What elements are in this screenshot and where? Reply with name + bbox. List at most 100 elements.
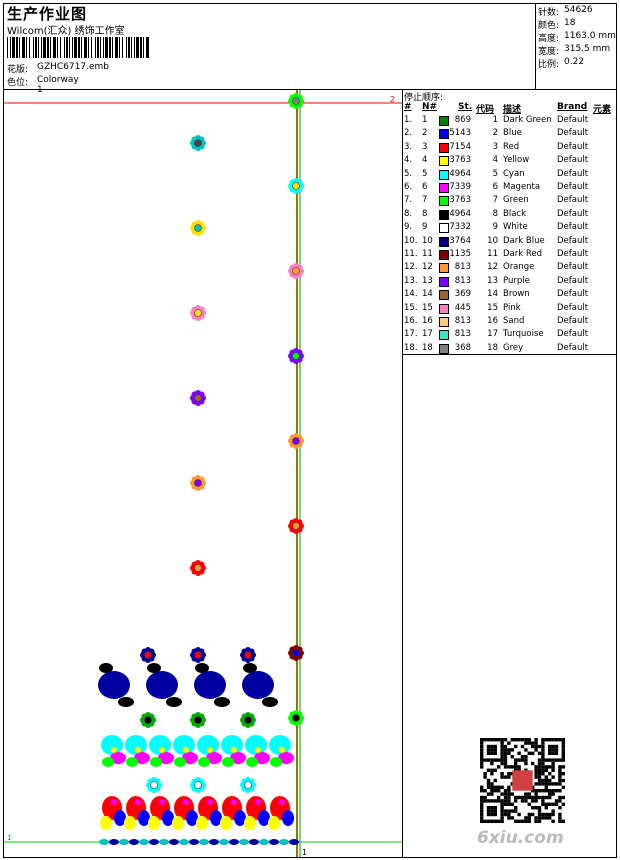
flower-motif — [288, 263, 304, 279]
border-shape — [268, 816, 280, 830]
row-stitches: 445 — [454, 302, 471, 313]
row-description: Yellow — [503, 155, 530, 166]
sheet-frame — [3, 3, 617, 858]
color-swatch — [439, 196, 449, 207]
scallop-shape — [129, 839, 139, 845]
border-shape — [183, 799, 189, 805]
flower-motif — [190, 560, 206, 576]
row-number: 9 — [422, 222, 428, 233]
border-shape — [244, 816, 256, 830]
flower-motif — [288, 518, 304, 534]
border-shape — [269, 735, 291, 755]
info-value: 54626 — [564, 5, 593, 15]
row-code: 5 — [492, 168, 498, 179]
barcode-bar — [81, 37, 82, 58]
header-idx: # — [404, 102, 412, 112]
border-shape — [111, 747, 117, 753]
border-shape — [207, 747, 213, 753]
border-shape — [198, 757, 210, 767]
border-shape — [148, 816, 160, 830]
border-shape — [242, 671, 274, 699]
row-brand: Default — [557, 168, 589, 179]
border-shape — [100, 816, 112, 830]
info-label: 高度: — [538, 34, 560, 44]
row-stitches: 7332 — [449, 222, 471, 233]
row-number: 17 — [422, 329, 433, 340]
flower-motif — [190, 712, 206, 728]
table-row: 2. 2 5143 2 Blue Default — [403, 128, 617, 141]
border-shape — [124, 816, 136, 830]
border-shape — [255, 747, 261, 753]
barcode-bar — [38, 37, 39, 58]
row-brand: Default — [557, 275, 589, 286]
header-st: St. — [458, 102, 473, 112]
barcode-bar — [19, 37, 20, 58]
scallop-shape — [99, 839, 109, 845]
header-code: 代码 — [476, 105, 495, 115]
info-label: 针数: — [538, 8, 560, 18]
info-label: 比例: — [538, 60, 560, 70]
barcode-bar — [7, 37, 8, 58]
color-swatch — [439, 209, 449, 220]
barcode-bar — [100, 37, 101, 58]
row-number: 15 — [422, 302, 433, 313]
row-stitches: 5143 — [449, 128, 471, 139]
border-shape — [134, 752, 150, 764]
row-index: 12. — [404, 262, 418, 273]
border-shape — [174, 757, 186, 767]
border-shape — [135, 799, 141, 805]
barcode-bar — [105, 37, 108, 58]
marker-bottom: 1 — [302, 848, 307, 857]
scallop-shape — [189, 839, 199, 845]
row-code: 11 — [487, 249, 498, 259]
row-description: Dark Red — [503, 249, 543, 259]
info-stitches: 针数: 54626 — [538, 5, 593, 18]
barcode-bar — [57, 37, 58, 58]
color-swatch — [439, 169, 449, 180]
barcode-bar — [64, 37, 65, 58]
border-shape — [206, 752, 222, 764]
row-number: 8 — [422, 208, 428, 219]
row-stitches: 869 — [454, 115, 471, 125]
barcode-bar — [12, 37, 15, 58]
row-brand: Default — [557, 155, 589, 166]
border-shape — [210, 810, 222, 826]
stop-sequence-title: 停止顺序: — [404, 93, 444, 103]
row-stitches: 3763 — [449, 195, 471, 206]
flower-motif — [288, 348, 304, 364]
row-description: White — [503, 222, 528, 233]
barcode-bar — [29, 37, 30, 58]
border-shape — [246, 757, 258, 767]
flower-motifs — [140, 93, 304, 793]
scallop-shape — [279, 839, 289, 845]
row-index: 7. — [404, 195, 413, 206]
row-brand: Default — [557, 316, 589, 326]
row-brand: Default — [557, 141, 589, 152]
flower-motif — [190, 220, 206, 236]
border-shape — [172, 816, 184, 830]
row-number: 12 — [422, 262, 433, 273]
row-number: 16 — [422, 316, 433, 326]
barcode-bar — [136, 37, 139, 58]
border-shape — [258, 810, 270, 826]
barcode-bar — [140, 37, 142, 58]
info-value: 0.22 — [564, 57, 585, 67]
row-stitches: 813 — [454, 275, 471, 286]
border-shape — [162, 810, 174, 826]
border-shape — [183, 747, 189, 753]
barcode-bar — [47, 37, 49, 58]
scallop-shape — [239, 839, 249, 845]
color-swatch — [439, 330, 449, 341]
border-shape — [230, 752, 246, 764]
table-row: 15. 15 445 15 Pink Default — [403, 303, 617, 316]
row-description: Purple — [503, 275, 530, 286]
barcode-bar — [134, 37, 135, 58]
row-code: 7 — [492, 195, 498, 206]
table-row: 4. 4 3763 4 Yellow Default — [403, 155, 617, 168]
table-row: 18. 18 368 18 Grey Default — [403, 343, 617, 356]
border-shape — [150, 757, 162, 767]
row-index: 10. — [404, 235, 418, 246]
studio-name: Wilcom(汇众) 绣饰工作室 — [7, 26, 125, 37]
row-number: 10 — [422, 235, 433, 246]
page-title: 生产作业图 — [7, 5, 88, 23]
